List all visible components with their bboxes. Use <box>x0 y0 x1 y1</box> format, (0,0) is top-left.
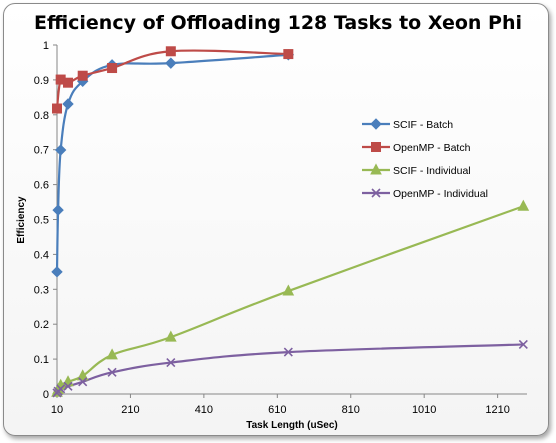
legend-label-openmp-individual: OpenMP - Individual <box>393 188 488 200</box>
y-tick-label: 0 <box>43 389 49 401</box>
legend-marker-scif-batch <box>371 119 381 129</box>
y-axis-title: Efficiency <box>16 196 27 244</box>
series-line-openmp-batch <box>57 51 288 109</box>
data-point-openmp-batch <box>108 64 117 73</box>
x-axis-title: Task Length (uSec) <box>246 420 338 431</box>
legend-label-openmp-batch: OpenMP - Batch <box>393 142 471 154</box>
data-point-scif-individual <box>518 201 528 211</box>
y-tick-label: 0.6 <box>34 180 49 192</box>
series-line-scif-individual <box>57 206 523 392</box>
y-tick-label: 0.2 <box>34 319 49 331</box>
series-line-scif-batch <box>57 55 288 272</box>
x-tick-label: 810 <box>342 404 360 416</box>
data-point-scif-batch <box>53 205 63 215</box>
y-tick-label: 0.3 <box>34 284 49 296</box>
data-point-openmp-batch <box>64 78 73 87</box>
y-tick-label: 1 <box>43 40 49 52</box>
x-tick-label: 610 <box>268 404 286 416</box>
data-point-openmp-batch <box>53 104 62 113</box>
y-tick-label: 0.5 <box>34 215 49 227</box>
legend-marker-openmp-batch <box>372 143 381 152</box>
series-line-openmp-individual <box>57 344 523 393</box>
y-tick-label: 0.1 <box>34 354 49 366</box>
x-tick-label: 410 <box>195 404 213 416</box>
y-tick-label: 0.9 <box>34 75 49 87</box>
y-tick-label: 0.7 <box>34 145 49 157</box>
x-tick-label: 210 <box>121 404 139 416</box>
legend-label-scif-batch: SCIF - Batch <box>393 119 453 131</box>
x-tick-label: 10 <box>51 404 63 416</box>
x-tick-label: 1010 <box>412 404 436 416</box>
x-tick-label: 1210 <box>485 404 509 416</box>
data-point-openmp-batch <box>78 71 87 80</box>
data-point-openmp-batch <box>166 47 175 56</box>
legend-label-scif-individual: SCIF - Individual <box>393 165 471 177</box>
data-point-openmp-batch <box>284 50 293 59</box>
data-point-scif-batch <box>166 58 176 68</box>
data-point-scif-batch <box>63 99 73 109</box>
data-point-scif-batch <box>52 267 62 277</box>
y-tick-label: 0.4 <box>34 249 49 261</box>
y-tick-label: 0.8 <box>34 110 49 122</box>
